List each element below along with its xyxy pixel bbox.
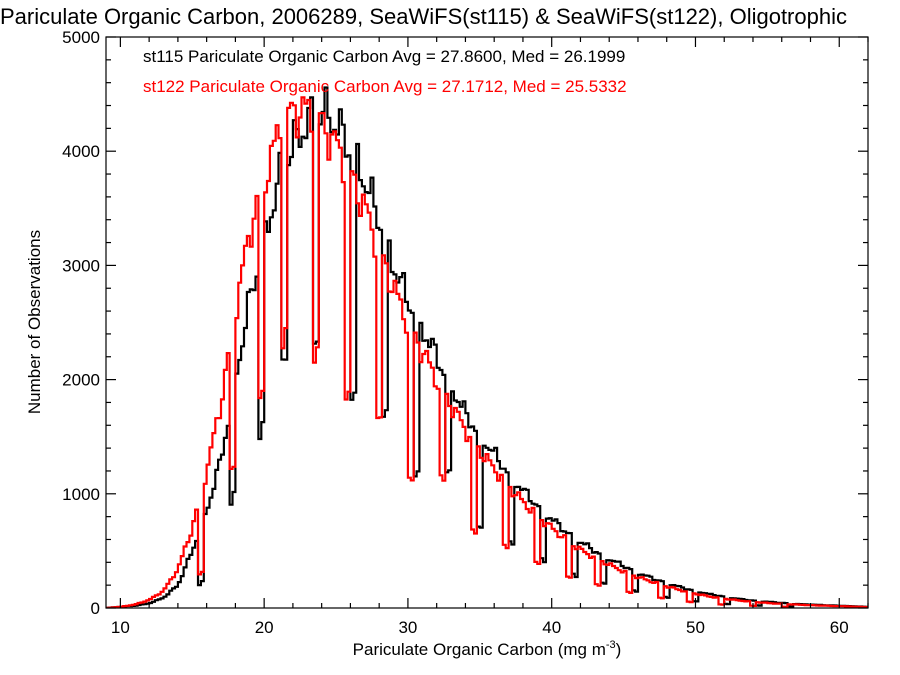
x-tick-label: 50 xyxy=(686,618,705,637)
x-axis-label-suffix: ) xyxy=(616,640,622,659)
y-tick-label: 0 xyxy=(91,599,100,618)
histogram-st115 xyxy=(106,86,868,608)
y-tick-label: 2000 xyxy=(62,371,100,390)
y-axis-label: Number of Observations xyxy=(25,230,44,414)
y-tick-label: 3000 xyxy=(62,256,100,275)
legend-st122: st122 Pariculate Organic Carbon Avg = 27… xyxy=(143,77,627,96)
y-tick-label: 1000 xyxy=(62,485,100,504)
y-tick-label: 4000 xyxy=(62,142,100,161)
plot-frame xyxy=(105,36,869,609)
x-axis-label-main: Pariculate Organic Carbon (mg m xyxy=(353,640,606,659)
histogram-st122 xyxy=(106,96,868,608)
y-tick-label: 5000 xyxy=(62,28,100,47)
x-axis-label: Pariculate Organic Carbon (mg m-3) xyxy=(353,639,622,659)
x-tick-label: 60 xyxy=(830,618,849,637)
legend-st115: st115 Pariculate Organic Carbon Avg = 27… xyxy=(143,47,625,66)
x-axis-label-superscript: -3 xyxy=(606,639,616,651)
chart-title: Pariculate Organic Carbon, 2006289, SeaW… xyxy=(0,4,847,29)
x-tick-label: 10 xyxy=(111,618,130,637)
x-tick-label: 20 xyxy=(255,618,274,637)
x-tick-label: 30 xyxy=(398,618,417,637)
x-tick-label: 40 xyxy=(542,618,561,637)
